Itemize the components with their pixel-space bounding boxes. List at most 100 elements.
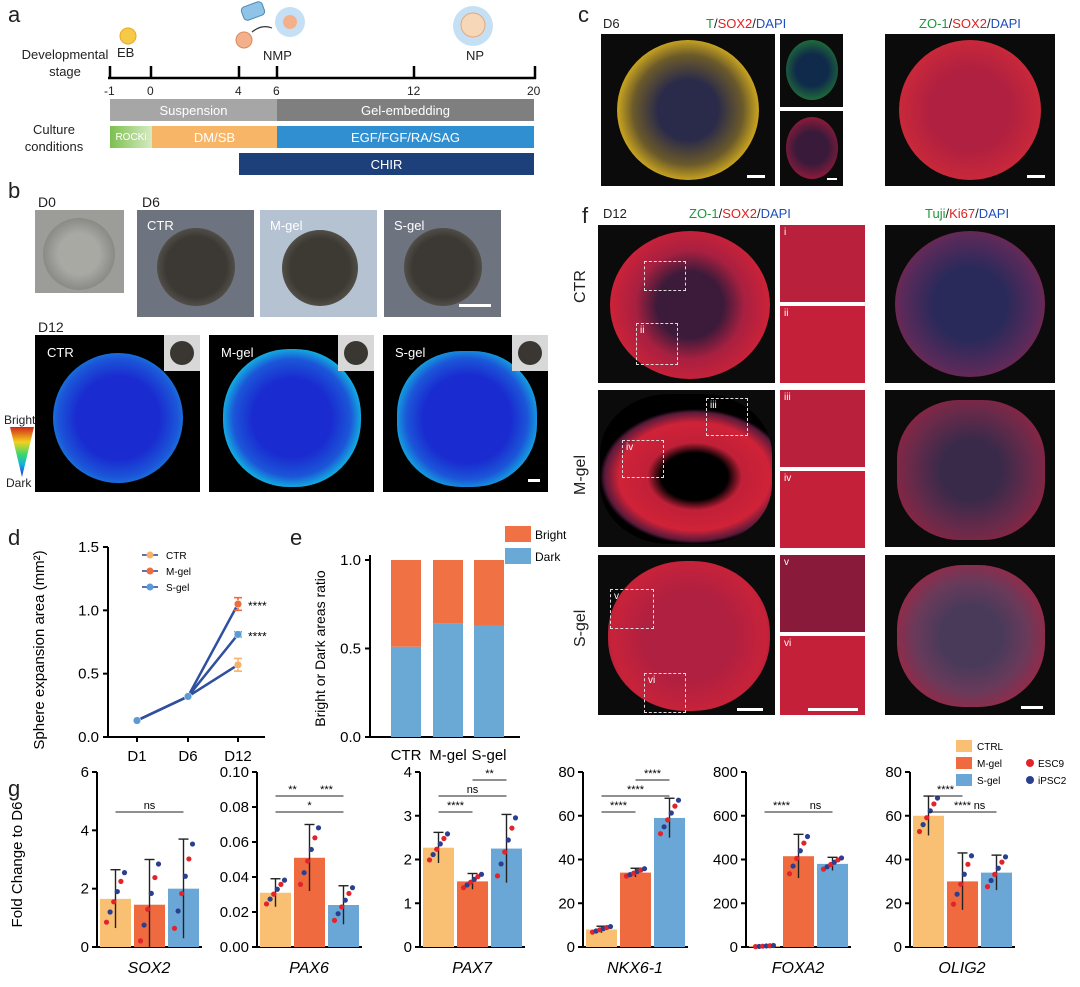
tick-label: 4 bbox=[235, 84, 242, 98]
legend-label: S-gel bbox=[977, 776, 1000, 787]
replicate-dot bbox=[434, 846, 440, 852]
d6-sgel-label: S-gel bbox=[394, 218, 425, 233]
bar-dark bbox=[391, 646, 421, 737]
replicate-dot bbox=[141, 922, 147, 928]
replicate-dot bbox=[267, 896, 273, 902]
replicate-dot bbox=[797, 848, 803, 854]
replicate-dot bbox=[189, 841, 196, 847]
d6-ctr-image: CTR bbox=[137, 210, 254, 317]
replicate-dot bbox=[958, 881, 964, 887]
f-ctr-zoom-i: i bbox=[780, 225, 865, 302]
replicate-dot bbox=[770, 942, 777, 949]
replicate-dot bbox=[171, 925, 178, 931]
legend-marker bbox=[1026, 776, 1034, 784]
y-tick-label: 0 bbox=[730, 939, 738, 956]
chart-e: 0.0 0.5 1.0 Bright or Dark areas ratio CTR M-… bbox=[312, 526, 567, 764]
replicate-dot bbox=[509, 825, 515, 831]
gel-illustration bbox=[240, 1, 266, 21]
thumbnail-image bbox=[164, 335, 200, 371]
replicate-dot bbox=[471, 876, 477, 883]
replicate-dot bbox=[118, 878, 124, 884]
bar-ctrl bbox=[913, 815, 944, 947]
replicate-dot bbox=[175, 908, 181, 914]
replicate-dot bbox=[444, 831, 451, 837]
tick-label: 6 bbox=[273, 84, 280, 98]
colorbar-bright-label: Bright bbox=[4, 413, 36, 427]
legend-label: S-gel bbox=[166, 583, 189, 594]
d0-label: D0 bbox=[38, 194, 56, 210]
d6-mgel-image: M-gel bbox=[260, 210, 377, 317]
d12-ctr-label: CTR bbox=[47, 345, 74, 360]
stage-nmp-label: NMP bbox=[263, 48, 292, 63]
y-tick-label: 0.5 bbox=[78, 666, 99, 683]
y-tick-label: 600 bbox=[713, 808, 738, 825]
bar-s-gel bbox=[654, 817, 685, 947]
replicate-dot bbox=[790, 863, 796, 869]
roi-label-v: v bbox=[614, 591, 619, 602]
timeline-diagram bbox=[108, 1, 537, 80]
panel-label-e: e bbox=[290, 525, 303, 550]
sig-label: **** bbox=[644, 768, 662, 780]
bar-bright bbox=[474, 560, 504, 626]
y-tick-label: 800 bbox=[713, 764, 738, 781]
legend-label: ESC9 bbox=[1038, 759, 1065, 770]
d0-brightfield-image bbox=[35, 210, 124, 293]
legend-marker bbox=[1026, 759, 1034, 767]
replicate-dot bbox=[308, 846, 314, 853]
scale-bar bbox=[459, 304, 491, 307]
y-tick-label: 1.5 bbox=[78, 539, 99, 556]
f-mgel-tuji-image bbox=[885, 390, 1055, 547]
replicate-dot bbox=[441, 835, 447, 842]
replicate-dot bbox=[786, 871, 793, 877]
legend-swatch bbox=[956, 740, 972, 752]
replicate-dot bbox=[1002, 854, 1009, 860]
legend-marker bbox=[146, 583, 154, 591]
roi-label-ii: ii bbox=[640, 325, 645, 336]
legend-label: Bright bbox=[535, 528, 567, 542]
culture-row-label: Culture conditions bbox=[24, 122, 84, 154]
d12-ctr-heatmap: CTR bbox=[35, 335, 200, 492]
panel-label-b: b bbox=[8, 178, 21, 203]
scale-bar bbox=[827, 178, 837, 180]
legend-swatch bbox=[505, 526, 531, 542]
replicate-dot bbox=[665, 817, 671, 823]
replicate-dot bbox=[838, 855, 845, 861]
bar-s-gel bbox=[817, 863, 848, 947]
d6-label: D6 bbox=[142, 194, 160, 210]
colorbar-dark-label: Dark bbox=[6, 476, 32, 490]
legend-marker bbox=[146, 551, 154, 559]
replicate-dot bbox=[103, 919, 110, 925]
y-tick-label: 4 bbox=[81, 822, 89, 839]
legend-label: Dark bbox=[535, 550, 561, 564]
scale-bar bbox=[1027, 175, 1045, 178]
cond-chir-bar: CHIR bbox=[239, 153, 534, 175]
f-mgel-zoom-iii: iii bbox=[780, 390, 865, 467]
replicate-dot bbox=[305, 858, 311, 864]
replicate-dot bbox=[494, 873, 501, 879]
legend-swatch bbox=[956, 774, 972, 786]
replicate-dot bbox=[111, 899, 117, 905]
chart-g: Fold Change to D6 0 2 4 6 ns SOX2 0.00 0.02 0.04 0… bbox=[9, 740, 1067, 977]
replicate-dot bbox=[301, 870, 307, 876]
sig-label: ns bbox=[810, 800, 822, 812]
f-stain1-label: ZO-1/SOX2/DAPI bbox=[689, 206, 791, 221]
cond-rock-bar: ROCKi bbox=[110, 126, 152, 148]
y-tick-label: 0 bbox=[404, 939, 412, 956]
x-tick-label: D6 bbox=[178, 748, 197, 765]
panel-label-f: f bbox=[582, 203, 589, 228]
roi-box-i bbox=[644, 261, 686, 291]
cond-dmsb-bar: DM/SB bbox=[152, 126, 277, 148]
roi-box-ii bbox=[636, 323, 678, 365]
replicate-dot bbox=[460, 885, 467, 891]
f-row-label-ctr: CTR bbox=[572, 270, 589, 303]
replicate-dot bbox=[271, 891, 277, 897]
data-point bbox=[233, 599, 243, 609]
y-tick-label: 0.02 bbox=[220, 904, 249, 921]
replicate-dot bbox=[478, 871, 485, 877]
f-row-label-mgel: M-gel bbox=[572, 454, 589, 495]
y-tick-label: 2 bbox=[404, 852, 412, 869]
replicate-dot bbox=[657, 831, 664, 837]
d6-ctr-label: CTR bbox=[147, 218, 174, 233]
replicate-dot bbox=[349, 885, 356, 891]
bar-dark bbox=[433, 623, 463, 737]
